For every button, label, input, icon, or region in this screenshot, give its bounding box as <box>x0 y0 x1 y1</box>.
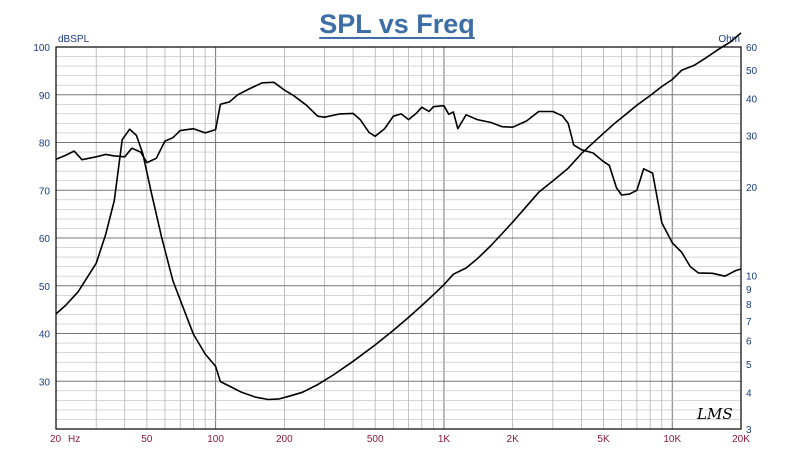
y-right-tick-label: 3 <box>746 425 752 436</box>
y-right-tick-label: 6 <box>746 337 752 348</box>
y-left-tick-label: 60 <box>39 234 51 245</box>
x-tick-label: 10K <box>663 434 681 445</box>
x-tick-label: 500 <box>367 434 384 445</box>
y-left-axis-label: dBSPL <box>58 34 90 45</box>
y-left-tick-label: 90 <box>39 91 51 102</box>
y-right-tick-label: 50 <box>746 66 758 77</box>
y-right-tick-label: 10 <box>746 271 758 282</box>
y-left-tick-label: 30 <box>39 377 51 388</box>
y-right-tick-label: 30 <box>746 131 758 142</box>
y-right-axis-label: Ohm <box>718 34 740 45</box>
y-right-tick-label: 20 <box>746 183 758 194</box>
x-tick-label: 200 <box>276 434 293 445</box>
y-right-tick-label: 40 <box>746 95 758 106</box>
grid <box>56 47 741 429</box>
x-tick-label: 100 <box>207 434 224 445</box>
chart-title: SPL vs Freq <box>319 9 475 39</box>
x-tick-label: 20K <box>732 434 750 445</box>
tick-labels: 20 50 100 200 500 1K 2K 5K 10K 20K 30 40 50 60 70 80 90 1… <box>33 43 757 445</box>
x-tick-label: 50 <box>141 434 153 445</box>
y-right-tick-label: 60 <box>746 43 758 54</box>
plot-frame <box>55 46 742 430</box>
y-right-tick-label: 4 <box>746 388 752 399</box>
spl-series-line <box>55 81 742 278</box>
x-tick-label: 20 <box>50 434 62 445</box>
x-tick-label: 2K <box>507 434 520 445</box>
y-right-tick-label: 5 <box>746 360 752 371</box>
impedance-series-line <box>55 32 742 401</box>
lms-watermark: LMS <box>696 405 733 423</box>
y-left-tick-label: 40 <box>39 330 51 341</box>
y-left-tick-label: 100 <box>33 43 50 54</box>
y-right-tick-label: 7 <box>746 317 752 328</box>
x-tick-label: 1K <box>438 434 451 445</box>
series <box>55 32 742 401</box>
y-left-tick-label: 50 <box>39 282 51 293</box>
x-tick-label: 5K <box>597 434 610 445</box>
y-right-tick-label: 9 <box>746 285 752 296</box>
y-left-tick-label: 70 <box>39 186 51 197</box>
y-right-tick-label: 8 <box>746 300 752 311</box>
y-left-tick-label: 80 <box>39 139 51 150</box>
x-axis-unit-label: Hz <box>68 434 80 445</box>
